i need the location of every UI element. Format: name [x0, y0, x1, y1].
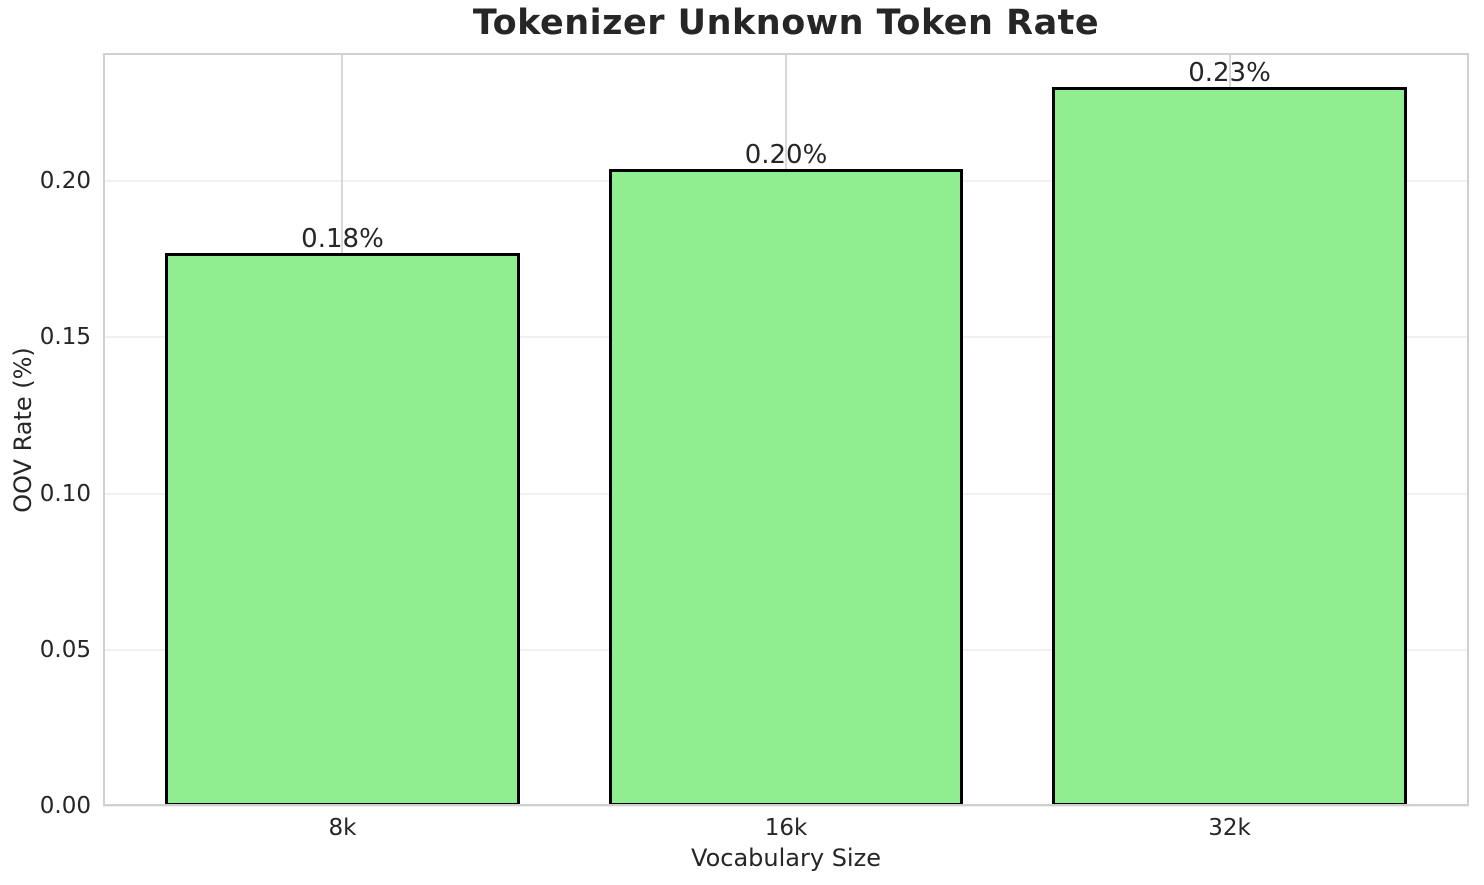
bar-value-label: 0.20% — [744, 139, 828, 170]
bar-value-label: 0.23% — [1188, 58, 1271, 89]
bar-16k — [608, 168, 964, 806]
y-tick-label: 0.15 — [39, 324, 91, 351]
horizontal-gridline — [103, 805, 1469, 807]
x-tick-label: 32k — [1208, 815, 1251, 841]
y-tick-label: 0.05 — [39, 636, 91, 663]
bar-value-label: 0.18% — [301, 223, 384, 254]
x-axis-label: Vocabulary Size — [691, 844, 881, 872]
chart-title: Tokenizer Unknown Token Rate — [472, 3, 1100, 43]
x-tick-label: 8k — [328, 815, 357, 841]
bar-8k — [165, 252, 520, 806]
y-tick-label: 0.10 — [39, 480, 91, 507]
plot-area: 0.18% 0.20% 0.23% — [103, 53, 1469, 807]
bar-32k — [1052, 87, 1407, 806]
y-tick-label: 0.20 — [39, 168, 91, 195]
x-tick-label: 16k — [764, 815, 808, 841]
y-tick-label: 0.00 — [39, 793, 91, 819]
